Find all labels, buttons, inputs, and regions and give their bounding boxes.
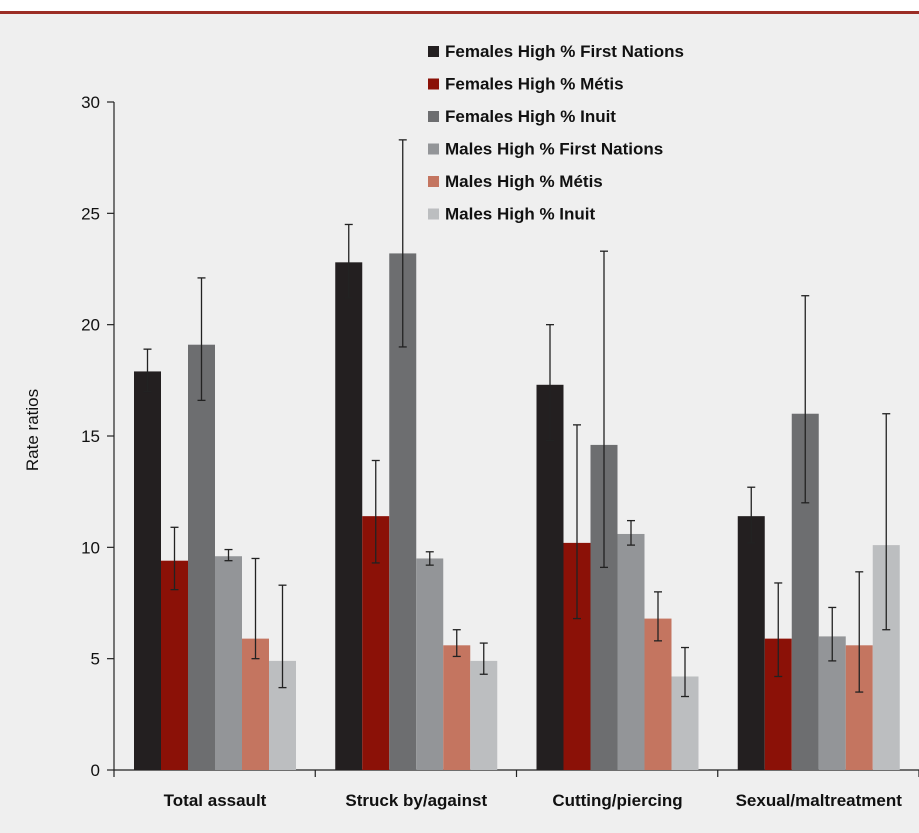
x-tick-label: Cutting/piercing (552, 791, 682, 810)
legend-label: Males High % Métis (445, 172, 603, 191)
y-axis: 0 5 10 15 20 25 30 (81, 93, 115, 780)
x-tick-label: Total assault (164, 791, 267, 810)
bar (134, 371, 161, 770)
bar (188, 344, 215, 770)
bar (470, 660, 498, 770)
bar (416, 558, 444, 770)
legend: Females High % First Nations Females High… (428, 42, 684, 224)
bar (617, 533, 645, 770)
legend-swatch (428, 78, 439, 90)
legend-label: Females High % Inuit (445, 107, 616, 126)
legend-swatch (428, 111, 439, 122)
y-tick-label: 10 (81, 538, 100, 557)
y-tick-label: 0 (91, 761, 100, 780)
legend-swatch (428, 176, 439, 187)
top-rule (0, 0, 919, 14)
bar (242, 638, 269, 770)
y-tick-label: 20 (81, 316, 100, 335)
y-tick-label: 5 (91, 650, 100, 669)
legend-label: Males High % Inuit (445, 205, 596, 224)
y-tick-label: 15 (81, 427, 100, 446)
legend-swatch (428, 143, 439, 155)
bar (335, 262, 363, 770)
y-axis-title: Rate ratios (23, 389, 42, 471)
bar (161, 560, 188, 770)
legend-swatch (428, 46, 439, 57)
legend-label: Females High % First Nations (445, 42, 684, 61)
bar (644, 618, 672, 770)
legend-label: Males High % First Nations (445, 140, 663, 159)
y-tick-label: 25 (81, 204, 100, 223)
x-tick-label: Struck by/against (345, 791, 487, 810)
bar (443, 645, 471, 770)
bars (134, 253, 900, 770)
x-tick-label: Sexual/maltreatment (736, 791, 903, 810)
bar (737, 516, 765, 770)
legend-swatch (428, 208, 439, 220)
error-bars (143, 139, 891, 698)
x-axis: Total assault Struck by/against Cutting/pi… (113, 769, 919, 810)
legend-label: Females High % Métis (445, 75, 624, 94)
bar (536, 384, 564, 770)
bar (215, 556, 242, 770)
y-tick-label: 30 (81, 93, 100, 112)
